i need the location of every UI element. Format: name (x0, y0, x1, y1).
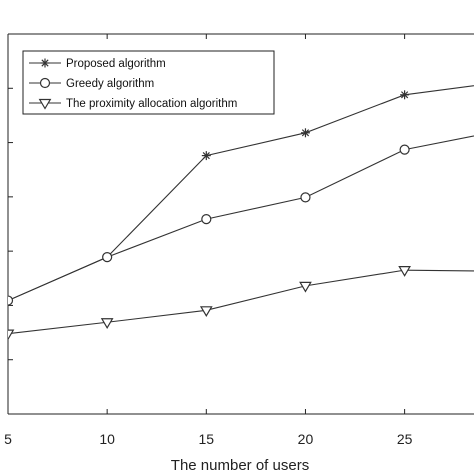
data-point-triangle (398, 266, 411, 277)
x-tick-label: 5 (4, 431, 12, 447)
legend-item: Greedy algorithm (29, 77, 154, 90)
legend-label: Proposed algorithm (66, 58, 166, 70)
x-axis-label: The number of users (171, 457, 309, 474)
legend-item: Proposed algorithm (29, 58, 166, 70)
legend-label: Greedy algorithm (66, 78, 154, 90)
legend-box (22, 50, 275, 115)
data-point-triangle (199, 306, 213, 317)
series-3 (8, 266, 474, 341)
data-point-asterisk (201, 151, 211, 161)
legend-item: The proximity allocation algorithm (29, 98, 237, 110)
x-tick-label: 10 (99, 431, 115, 447)
data-point-circle (102, 252, 113, 263)
data-point-triangle (100, 318, 114, 329)
data-point-circle (201, 214, 212, 225)
legend: Proposed algorithm Greedy algorithm The pr… (22, 50, 275, 115)
data-point-circle (300, 192, 311, 203)
data-point-circle (39, 77, 51, 89)
x-tick-label: 20 (298, 431, 314, 447)
data-point-asterisk (40, 58, 50, 68)
data-point-asterisk (300, 128, 310, 138)
series-line (8, 269, 474, 335)
data-point-asterisk (400, 90, 410, 100)
x-tick-label: 25 (397, 431, 413, 447)
data-point-triangle (299, 281, 312, 293)
x-tick-label: 15 (199, 431, 215, 447)
plot-area (7, 33, 474, 415)
series-2 (8, 135, 474, 306)
series-line (8, 135, 474, 302)
data-point-triangle (8, 329, 15, 341)
x-axis: 5 10 15 20 25 (4, 34, 413, 447)
legend-label: The proximity allocation algorithm (66, 98, 237, 110)
data-point-circle (8, 295, 14, 306)
data-point-triangle (38, 98, 52, 110)
series-layer (8, 85, 474, 341)
data-point-circle (399, 144, 410, 155)
